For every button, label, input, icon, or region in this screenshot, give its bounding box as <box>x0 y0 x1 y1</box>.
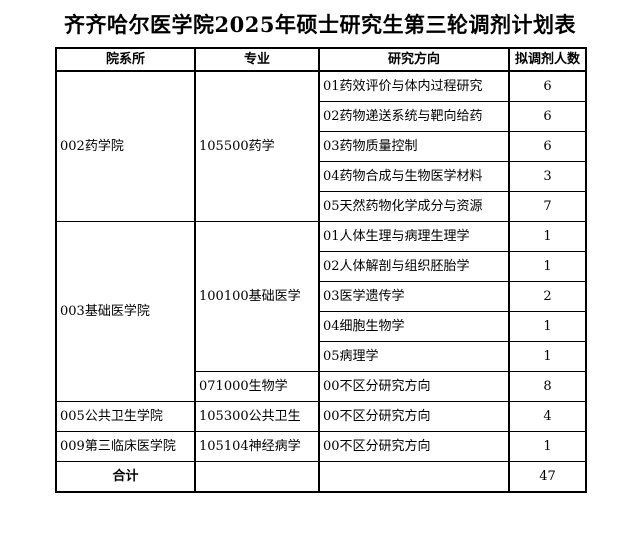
empty-cell <box>194 461 320 493</box>
total-label-cell: 合计 <box>55 461 196 493</box>
page-title: 齐齐哈尔医学院2025年硕士研究生第三轮调剂计划表 <box>64 12 576 37</box>
table-row: 009第三临床医学院 105104神经病学 00不区分研究方向 1 <box>55 431 587 462</box>
total-count-cell: 47 <box>508 461 587 493</box>
direction-cell: 00不区分研究方向 <box>318 401 510 432</box>
count-cell: 1 <box>508 251 587 282</box>
column-header-college: 院系所 <box>55 47 196 72</box>
direction-cell: 04药物合成与生物医学材料 <box>318 161 510 192</box>
college-cell: 009第三临床医学院 <box>55 431 196 462</box>
count-cell: 1 <box>508 221 587 252</box>
header-row: 院系所 专业 研究方向 拟调剂人数 <box>55 47 587 72</box>
count-cell: 1 <box>508 431 587 462</box>
major-cell: 105500药学 <box>194 70 320 222</box>
column-header-major: 专业 <box>194 47 320 72</box>
direction-cell: 03药物质量控制 <box>318 131 510 162</box>
table-row: 03医学遗传学 2 <box>56 281 587 312</box>
direction-cell: 00不区分研究方向 <box>318 371 510 402</box>
count-cell: 3 <box>508 161 587 192</box>
major-cell: 105104神经病学 <box>194 431 320 462</box>
direction-cell: 04细胞生物学 <box>318 311 510 342</box>
table-row: 071000生物学 00不区分研究方向 8 <box>56 371 587 402</box>
adjustment-plan-table: 院系所 专业 研究方向 拟调剂人数 002药学院 105500药学 01药效评价… <box>55 47 587 493</box>
table-row: 03药物质量控制 6 <box>56 131 587 162</box>
college-cell: 003基础医学院 <box>55 221 196 402</box>
table-row: 003基础医学院 100100基础医学 01人体生理与病理生理学 1 <box>55 221 587 402</box>
count-cell: 6 <box>508 70 587 102</box>
count-cell: 4 <box>508 401 587 432</box>
college-cell: 005公共卫生学院 <box>55 401 196 432</box>
table-row: 02人体解剖与组织胚胎学 1 <box>56 251 587 282</box>
count-cell: 1 <box>508 311 587 342</box>
table-row: 04药物合成与生物医学材料 3 <box>56 161 587 192</box>
table-row: 005公共卫生学院 105300公共卫生 00不区分研究方向 4 <box>55 401 587 432</box>
table-row: 04细胞生物学 1 <box>56 311 587 342</box>
direction-cell: 05天然药物化学成分与资源 <box>318 191 510 222</box>
major-cell: 105300公共卫生 <box>194 401 320 432</box>
direction-cell: 05病理学 <box>318 341 510 372</box>
count-cell: 6 <box>508 101 587 132</box>
table-row: 05病理学 1 <box>56 341 587 372</box>
count-cell: 7 <box>508 191 587 222</box>
direction-cell: 01药效评价与体内过程研究 <box>318 70 510 102</box>
direction-cell: 03医学遗传学 <box>318 281 510 312</box>
table-row: 02药物递送系统与靶向给药 6 <box>56 101 587 132</box>
count-cell: 2 <box>508 281 587 312</box>
college-cell: 002药学院 <box>55 70 196 222</box>
direction-cell: 02药物递送系统与靶向给药 <box>318 101 510 132</box>
major-cell: 100100基础医学 <box>194 221 320 372</box>
empty-cell <box>318 461 510 493</box>
table-row: 002药学院 105500药学 01药效评价与体内过程研究 6 <box>55 70 587 222</box>
table-row: 05天然药物化学成分与资源 7 <box>56 191 587 222</box>
direction-cell: 00不区分研究方向 <box>318 431 510 462</box>
count-cell: 6 <box>508 131 587 162</box>
column-header-direction: 研究方向 <box>318 47 510 72</box>
count-cell: 1 <box>508 341 587 372</box>
total-row: 合计 47 <box>55 461 587 493</box>
direction-cell: 02人体解剖与组织胚胎学 <box>318 251 510 282</box>
column-header-count: 拟调剂人数 <box>508 47 587 72</box>
direction-cell: 01人体生理与病理生理学 <box>318 221 510 252</box>
count-cell: 8 <box>508 371 587 402</box>
major-cell: 071000生物学 <box>194 371 320 402</box>
